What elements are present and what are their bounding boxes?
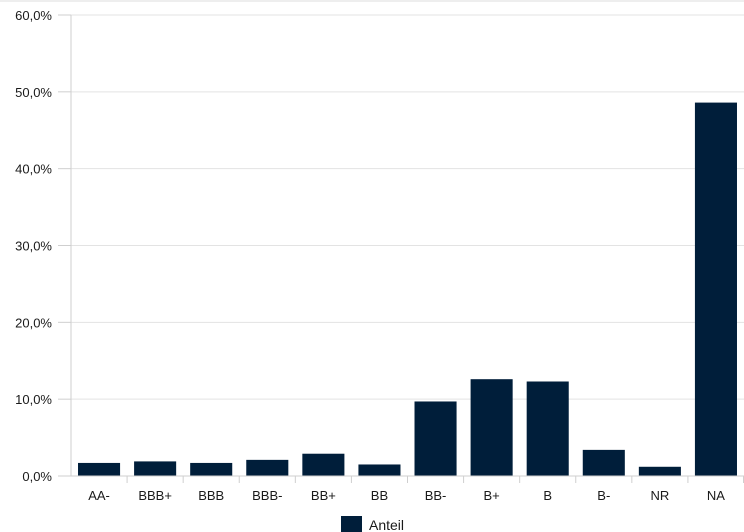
bar-bb-plus: [302, 453, 345, 476]
bar-bbb: [190, 462, 233, 476]
bar-aa-minus: [78, 462, 121, 476]
bars: [78, 102, 737, 476]
x-tick-label: BBB: [198, 488, 224, 503]
x-tick-label: NR: [650, 488, 669, 503]
x-tick-label: AA-: [88, 488, 110, 503]
y-tick-label: 60,0%: [15, 8, 52, 23]
bar-b-plus: [470, 379, 513, 476]
y-tick-label: 50,0%: [15, 85, 52, 100]
x-tick-label: B-: [597, 488, 610, 503]
x-tick-label: BB+: [311, 488, 336, 503]
bar-bb-minus: [414, 401, 457, 476]
bar-b: [526, 381, 569, 476]
bar-bbb-plus: [134, 461, 177, 476]
gridlines: [71, 14, 744, 400]
y-tick-label: 20,0%: [15, 315, 52, 330]
bar-na: [694, 102, 737, 476]
x-tick-label: BBB-: [252, 488, 282, 503]
bar-b-minus: [582, 449, 625, 476]
x-tick-label: NA: [707, 488, 725, 503]
legend: Anteil: [341, 516, 404, 532]
x-tick-label: BBB+: [138, 488, 172, 503]
x-tick-label: B: [543, 488, 552, 503]
x-tick-label: BB-: [425, 488, 447, 503]
bar-bb: [358, 464, 401, 476]
y-tick-label: 10,0%: [15, 392, 52, 407]
legend-label-anteil: Anteil: [369, 517, 404, 532]
y-tick-label: 0,0%: [22, 469, 52, 484]
y-tick-label: 40,0%: [15, 162, 52, 177]
x-tick-label: B+: [483, 488, 499, 503]
legend-swatch-anteil: [341, 516, 362, 532]
bar-nr: [638, 466, 681, 476]
y-axis: 0,0% 10,0% 20,0% 30,0% 40,0% 50,0% 60,0%: [15, 8, 72, 484]
bar-bbb-minus: [246, 459, 289, 476]
x-tick-label: BB: [371, 488, 388, 503]
x-axis: AA- BBB+ BBB BBB- BB+ BB BB- B+ B B- NR NA: [58, 475, 744, 503]
y-tick-label: 30,0%: [15, 239, 52, 254]
